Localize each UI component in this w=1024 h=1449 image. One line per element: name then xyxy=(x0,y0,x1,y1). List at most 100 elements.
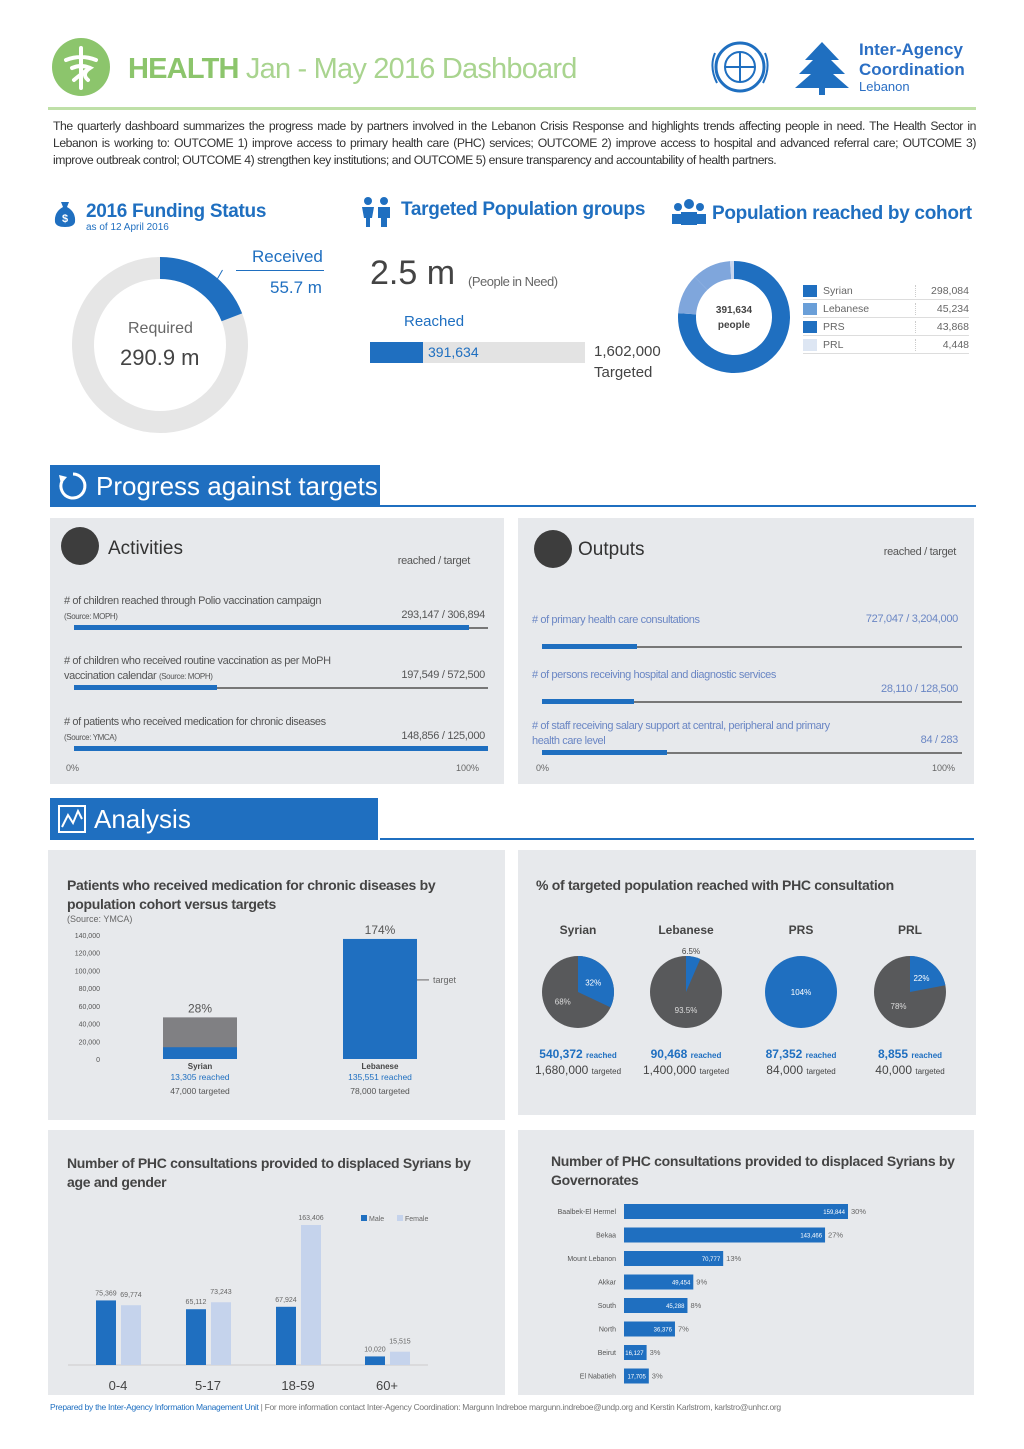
percent-label: 174% xyxy=(365,923,396,937)
row-text: # of children reached through Polio vacc… xyxy=(64,595,322,607)
bar-value-label: 70,777 xyxy=(702,1257,721,1263)
required-label: Required xyxy=(128,320,193,337)
progress-row-value: 197,549 / 572,500 xyxy=(401,669,485,681)
analysis-header: Analysis xyxy=(50,798,378,840)
category-label: 60+ xyxy=(376,1378,398,1393)
progress-row-value: 28,110 / 128,500 xyxy=(881,683,958,695)
row-text: # of children who received routine vacci… xyxy=(64,655,331,682)
legend-swatch xyxy=(803,320,817,333)
cohort-donut xyxy=(678,261,790,373)
activities-title: Activities xyxy=(108,538,183,559)
bar-value-label: 16,127 xyxy=(625,1351,644,1357)
received-underline xyxy=(236,270,324,271)
pie-reached-slice xyxy=(765,956,837,1028)
people-icon xyxy=(358,196,394,233)
legend-label: Syrian xyxy=(823,284,853,297)
pie-rest-label: 78% xyxy=(891,1002,907,1011)
bar-value-label: 75,369 xyxy=(95,1290,117,1297)
bar-value-label: 10,020 xyxy=(364,1346,386,1353)
progress-row-label: # of children reached through Polio vacc… xyxy=(64,594,334,624)
bar-male xyxy=(276,1306,296,1365)
progress-fill xyxy=(542,699,634,704)
category-label: 5-17 xyxy=(195,1378,221,1393)
age-gender-panel: Number of PHC consultations provided to … xyxy=(48,1130,505,1395)
percent-label: 7% xyxy=(678,1325,689,1334)
bar-value-label: 143,466 xyxy=(800,1234,822,1240)
legend-swatch xyxy=(361,1215,367,1221)
analysis-title: Analysis xyxy=(94,803,191,834)
category-label: Baalbek-El Hermel xyxy=(558,1209,617,1216)
row-source: (Source: MOPH) xyxy=(64,612,118,621)
reached-word: reached xyxy=(806,1051,837,1060)
cohort-center: 391,634 people xyxy=(704,303,764,333)
reached-count: 8,855 reached xyxy=(878,1047,942,1061)
cohort-slice-syrian xyxy=(678,261,790,373)
category-label: Syrian xyxy=(188,1062,213,1071)
reached-word: reached xyxy=(911,1051,942,1060)
targeted-word: targeted xyxy=(700,1067,729,1076)
pin-value: 2.5 m xyxy=(370,254,456,292)
funding-received-arc xyxy=(159,257,243,322)
bar-value-label: 36,376 xyxy=(654,1328,673,1334)
targeted-word: targeted xyxy=(592,1067,621,1076)
received-label: Received xyxy=(252,247,323,266)
legend-value: 4,448 xyxy=(915,338,969,351)
bar-value-label: 17,705 xyxy=(627,1375,646,1381)
category-label: Lebanese xyxy=(362,1062,399,1071)
progress-row-label: # of children who received routine vacci… xyxy=(64,654,334,684)
y-tick-label: 120,000 xyxy=(75,951,100,958)
chronic-chart-panel: Patients who received medication for chr… xyxy=(48,850,505,1120)
caduceus-icon xyxy=(64,46,98,90)
legend-label: PRL xyxy=(823,338,844,351)
category-label: Bekaa xyxy=(596,1233,616,1240)
targeted-count: 40,000 targeted xyxy=(875,1063,944,1077)
pie-group-label: PRL xyxy=(898,923,922,937)
page-title: HEALTH Jan - May 2016 Dashboard xyxy=(128,53,577,86)
progress-track xyxy=(542,644,962,649)
category-label: Beirut xyxy=(598,1350,616,1357)
progress-row-label: # of patients who received medication fo… xyxy=(64,715,334,745)
received-value: 55.7 m xyxy=(270,278,322,297)
targeted-word: targeted xyxy=(915,1067,944,1076)
reached-count: 87,352 reached xyxy=(766,1047,837,1061)
targeted-label: 78,000 targeted xyxy=(350,1086,410,1096)
cedar-logo xyxy=(793,40,851,101)
age-gender-title: Number of PHC consultations provided to … xyxy=(67,1155,471,1190)
activities-col-header: reached / target xyxy=(397,555,471,567)
row-text: # of patients who received medication fo… xyxy=(64,716,326,728)
pie-rest-label: 68% xyxy=(555,998,571,1007)
analysis-divider xyxy=(380,838,974,840)
targeted-count: 84,000 targeted xyxy=(766,1063,835,1077)
progress-track xyxy=(542,699,962,704)
progress-fill xyxy=(542,644,638,649)
cohort-slice-lebanese xyxy=(678,277,708,315)
progress-row-value: 148,856 / 125,000 xyxy=(401,730,485,742)
footer: Prepared by the Inter-Agency Information… xyxy=(50,1402,781,1412)
title-rest: Jan - May 2016 Dashboard xyxy=(245,53,577,85)
cohort-slice-prs xyxy=(694,261,732,291)
chronic-chart: 140,000 120,000 100,000 80,000 60,000 40,000 2… xyxy=(75,923,457,1096)
percent-label: 9% xyxy=(696,1278,707,1287)
legend-value: 45,234 xyxy=(915,302,969,315)
reached-bar xyxy=(343,938,417,1059)
progress-row-value: 727,047 / 3,204,000 xyxy=(865,613,958,625)
governorate-bar xyxy=(624,1298,688,1313)
pie-group-label: PRS xyxy=(789,923,814,937)
category-label: North xyxy=(599,1327,616,1334)
row-source: (Source: YMCA) xyxy=(64,733,117,742)
cohort-title: Population reached by cohort xyxy=(712,203,972,224)
cohort-legend-row: PRL 4,448 xyxy=(803,336,969,354)
funding-donut xyxy=(72,257,248,433)
row-text: # of persons receiving hospital and diag… xyxy=(532,669,776,681)
legend-label: Male xyxy=(369,1216,384,1223)
bar-male xyxy=(96,1300,116,1365)
bar-female xyxy=(390,1351,410,1365)
category-label: Akkar xyxy=(598,1280,617,1287)
svg-text:$: $ xyxy=(62,213,68,225)
governorate-title: Number of PHC consultations provided to … xyxy=(551,1153,955,1188)
intro-text: The quarterly dashboard summarizes the p… xyxy=(53,119,976,167)
bar-male xyxy=(186,1309,206,1365)
row-text: # of primary health care consultations xyxy=(532,614,700,626)
progress-fill xyxy=(542,750,667,755)
